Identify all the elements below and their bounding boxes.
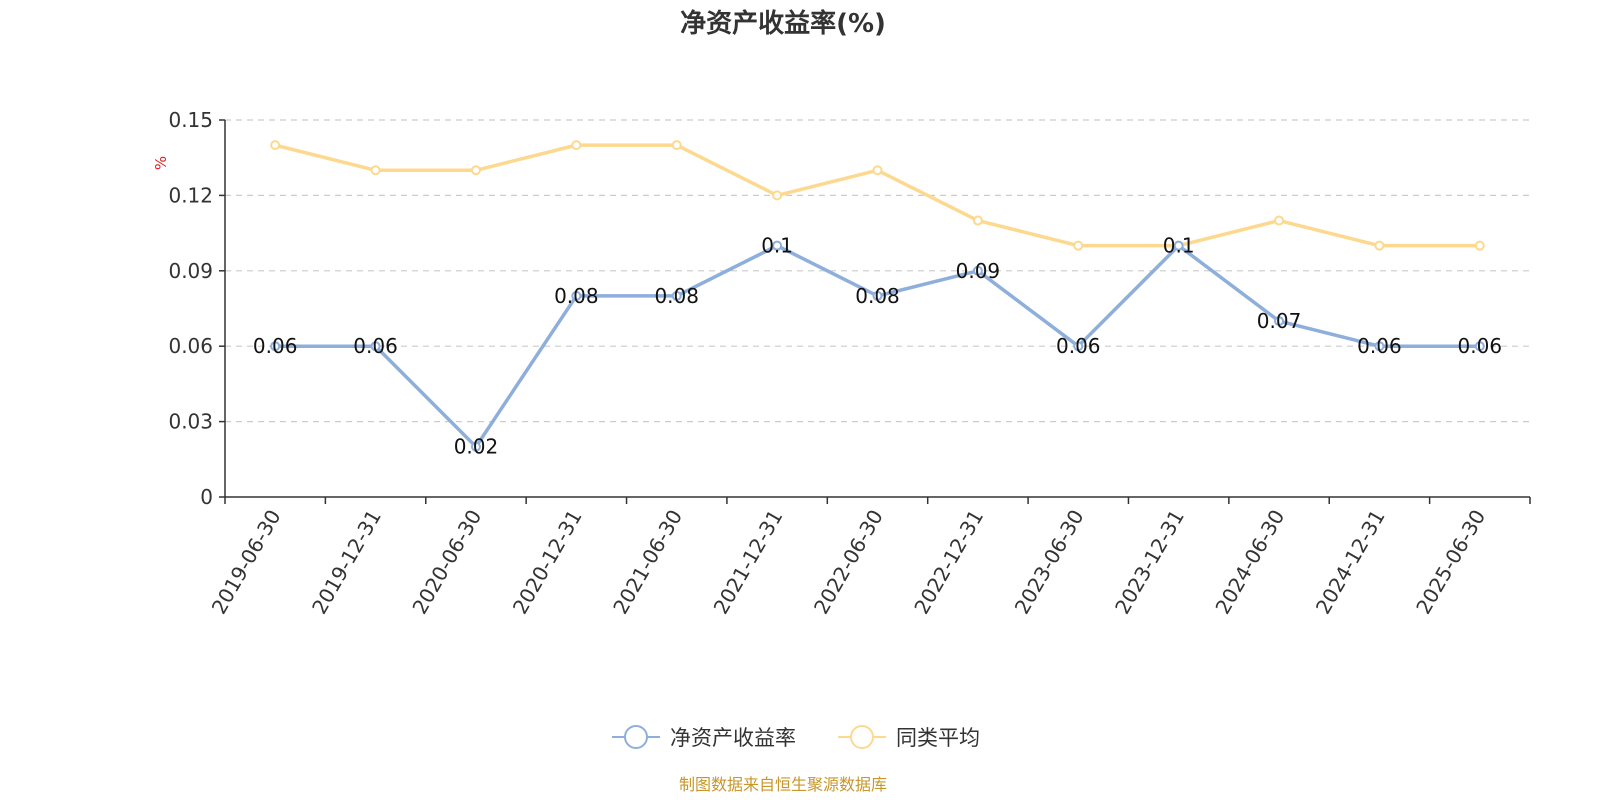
data-point[interactable]	[872, 165, 883, 176]
data-point[interactable]	[772, 190, 783, 201]
x-tick-label: 2023-06-30	[1010, 506, 1089, 619]
data-point[interactable]	[571, 290, 582, 301]
y-tick-label: 0.15	[168, 108, 213, 132]
legend-marker	[624, 725, 648, 749]
data-label: 0.08	[554, 284, 599, 308]
x-tick-label: 2021-12-31	[709, 506, 788, 619]
data-label: 0.06	[1357, 334, 1402, 358]
x-tick-label: 2024-06-30	[1210, 506, 1289, 619]
legend[interactable]: 净资产收益率 同类平均	[612, 725, 980, 750]
data-point[interactable]	[270, 341, 281, 352]
x-tick-label: 2025-06-30	[1411, 506, 1490, 619]
data-point[interactable]	[1274, 316, 1285, 327]
data-point[interactable]	[671, 140, 682, 151]
series-peer-average	[270, 140, 1485, 251]
data-point[interactable]	[1474, 341, 1485, 352]
legend-label: 同类平均	[896, 726, 980, 750]
data-label: 0.06	[1056, 334, 1101, 358]
axes	[219, 119, 1531, 504]
data-point[interactable]	[370, 341, 381, 352]
data-point[interactable]	[571, 140, 582, 151]
legend-label: 净资产收益率	[670, 726, 796, 750]
x-tick-label: 2020-06-30	[407, 506, 486, 619]
data-source-note: 制图数据来自恒生聚源数据库	[679, 775, 887, 794]
data-point[interactable]	[470, 165, 481, 176]
data-label: 0.08	[654, 284, 699, 308]
data-labels: 0.06 0.06 0.02 0.08 0.08 0.1 0.08 0.09 0.06 0.1 0.…	[253, 234, 1502, 459]
data-label: 0.06	[1458, 334, 1503, 358]
data-point[interactable]	[470, 441, 481, 452]
data-label: 0.09	[956, 259, 1001, 283]
data-label: 0.06	[253, 334, 298, 358]
data-label: 0.1	[761, 234, 793, 258]
y-tick-label: 0.03	[168, 410, 213, 434]
y-tick-label: 0	[200, 485, 213, 509]
y-tick-labels: 0 0.03 0.06 0.09 0.12 0.15	[168, 108, 213, 509]
data-point[interactable]	[1073, 240, 1084, 251]
x-tick-labels: 2019-06-30 2019-12-31 2020-06-30 2020-12-31…	[207, 506, 1491, 619]
y-tick-label: 0.06	[168, 334, 213, 358]
x-tick-label: 2022-12-31	[909, 506, 988, 619]
x-tick-label: 2024-12-31	[1311, 506, 1390, 619]
x-tick-label: 2019-06-30	[207, 506, 286, 619]
data-label: 0.07	[1257, 309, 1302, 333]
data-point[interactable]	[1173, 240, 1184, 251]
data-point[interactable]	[1274, 215, 1285, 226]
data-point[interactable]	[1374, 341, 1385, 352]
x-tick-label: 2020-12-31	[508, 506, 587, 619]
data-point[interactable]	[972, 215, 983, 226]
legend-item[interactable]: 净资产收益率	[612, 725, 796, 750]
data-point[interactable]	[671, 290, 682, 301]
y-tick-label: 0.09	[168, 259, 213, 283]
legend-item[interactable]: 同类平均	[838, 725, 980, 750]
data-label: 0.1	[1163, 234, 1195, 258]
data-label: 0.02	[454, 435, 499, 459]
legend-marker	[850, 725, 874, 749]
data-point[interactable]	[1374, 240, 1385, 251]
data-point[interactable]	[1474, 240, 1485, 251]
x-tick-label: 2021-06-30	[608, 506, 687, 619]
x-tick-label: 2019-12-31	[307, 506, 386, 619]
grid-lines	[225, 119, 1530, 423]
series-layer	[270, 140, 1485, 452]
y-axis-unit: %	[152, 156, 170, 170]
data-point[interactable]	[370, 165, 381, 176]
data-label: 0.06	[353, 334, 398, 358]
data-point[interactable]	[772, 240, 783, 251]
y-tick-label: 0.12	[168, 183, 213, 207]
data-point[interactable]	[1073, 341, 1084, 352]
series-roe	[270, 240, 1485, 452]
data-point[interactable]	[972, 265, 983, 276]
data-label: 0.08	[855, 284, 900, 308]
x-tick-label: 2023-12-31	[1110, 506, 1189, 619]
data-point[interactable]	[270, 140, 281, 151]
x-tick-label: 2022-06-30	[809, 506, 888, 619]
chart-title: 净资产收益率(%)	[680, 8, 886, 39]
data-point[interactable]	[872, 290, 883, 301]
